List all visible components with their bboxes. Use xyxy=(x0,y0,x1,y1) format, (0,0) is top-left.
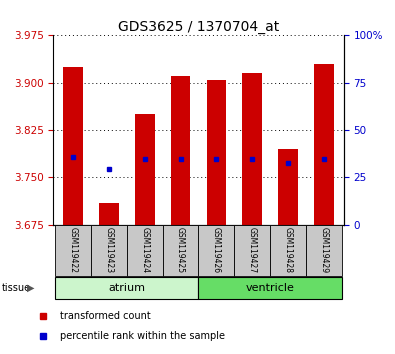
Bar xyxy=(270,225,306,276)
Text: GSM119426: GSM119426 xyxy=(212,227,221,274)
Text: GSM119428: GSM119428 xyxy=(284,228,293,273)
Text: GSM119429: GSM119429 xyxy=(320,227,328,274)
Bar xyxy=(278,149,298,225)
Text: transformed count: transformed count xyxy=(60,310,150,321)
Bar xyxy=(199,277,342,299)
Bar xyxy=(55,277,199,299)
Bar xyxy=(314,64,334,225)
Text: tissue: tissue xyxy=(2,283,31,293)
Bar xyxy=(171,76,190,225)
Text: atrium: atrium xyxy=(108,283,145,293)
Text: ▶: ▶ xyxy=(27,283,34,293)
Bar xyxy=(199,225,234,276)
Bar xyxy=(99,203,119,225)
Bar xyxy=(127,225,163,276)
Text: ventricle: ventricle xyxy=(246,283,295,293)
Bar xyxy=(243,73,262,225)
Bar xyxy=(135,114,154,225)
Bar xyxy=(207,80,226,225)
Bar xyxy=(91,225,127,276)
Bar xyxy=(234,225,270,276)
Text: GSM119427: GSM119427 xyxy=(248,227,257,274)
Bar xyxy=(163,225,199,276)
Text: GSM119424: GSM119424 xyxy=(140,227,149,274)
Text: GSM119425: GSM119425 xyxy=(176,227,185,274)
Bar xyxy=(306,225,342,276)
Bar xyxy=(63,67,83,225)
Bar xyxy=(55,225,91,276)
Title: GDS3625 / 1370704_at: GDS3625 / 1370704_at xyxy=(118,21,279,34)
Text: percentile rank within the sample: percentile rank within the sample xyxy=(60,331,225,341)
Text: GSM119422: GSM119422 xyxy=(69,228,77,273)
Text: GSM119423: GSM119423 xyxy=(104,227,113,274)
